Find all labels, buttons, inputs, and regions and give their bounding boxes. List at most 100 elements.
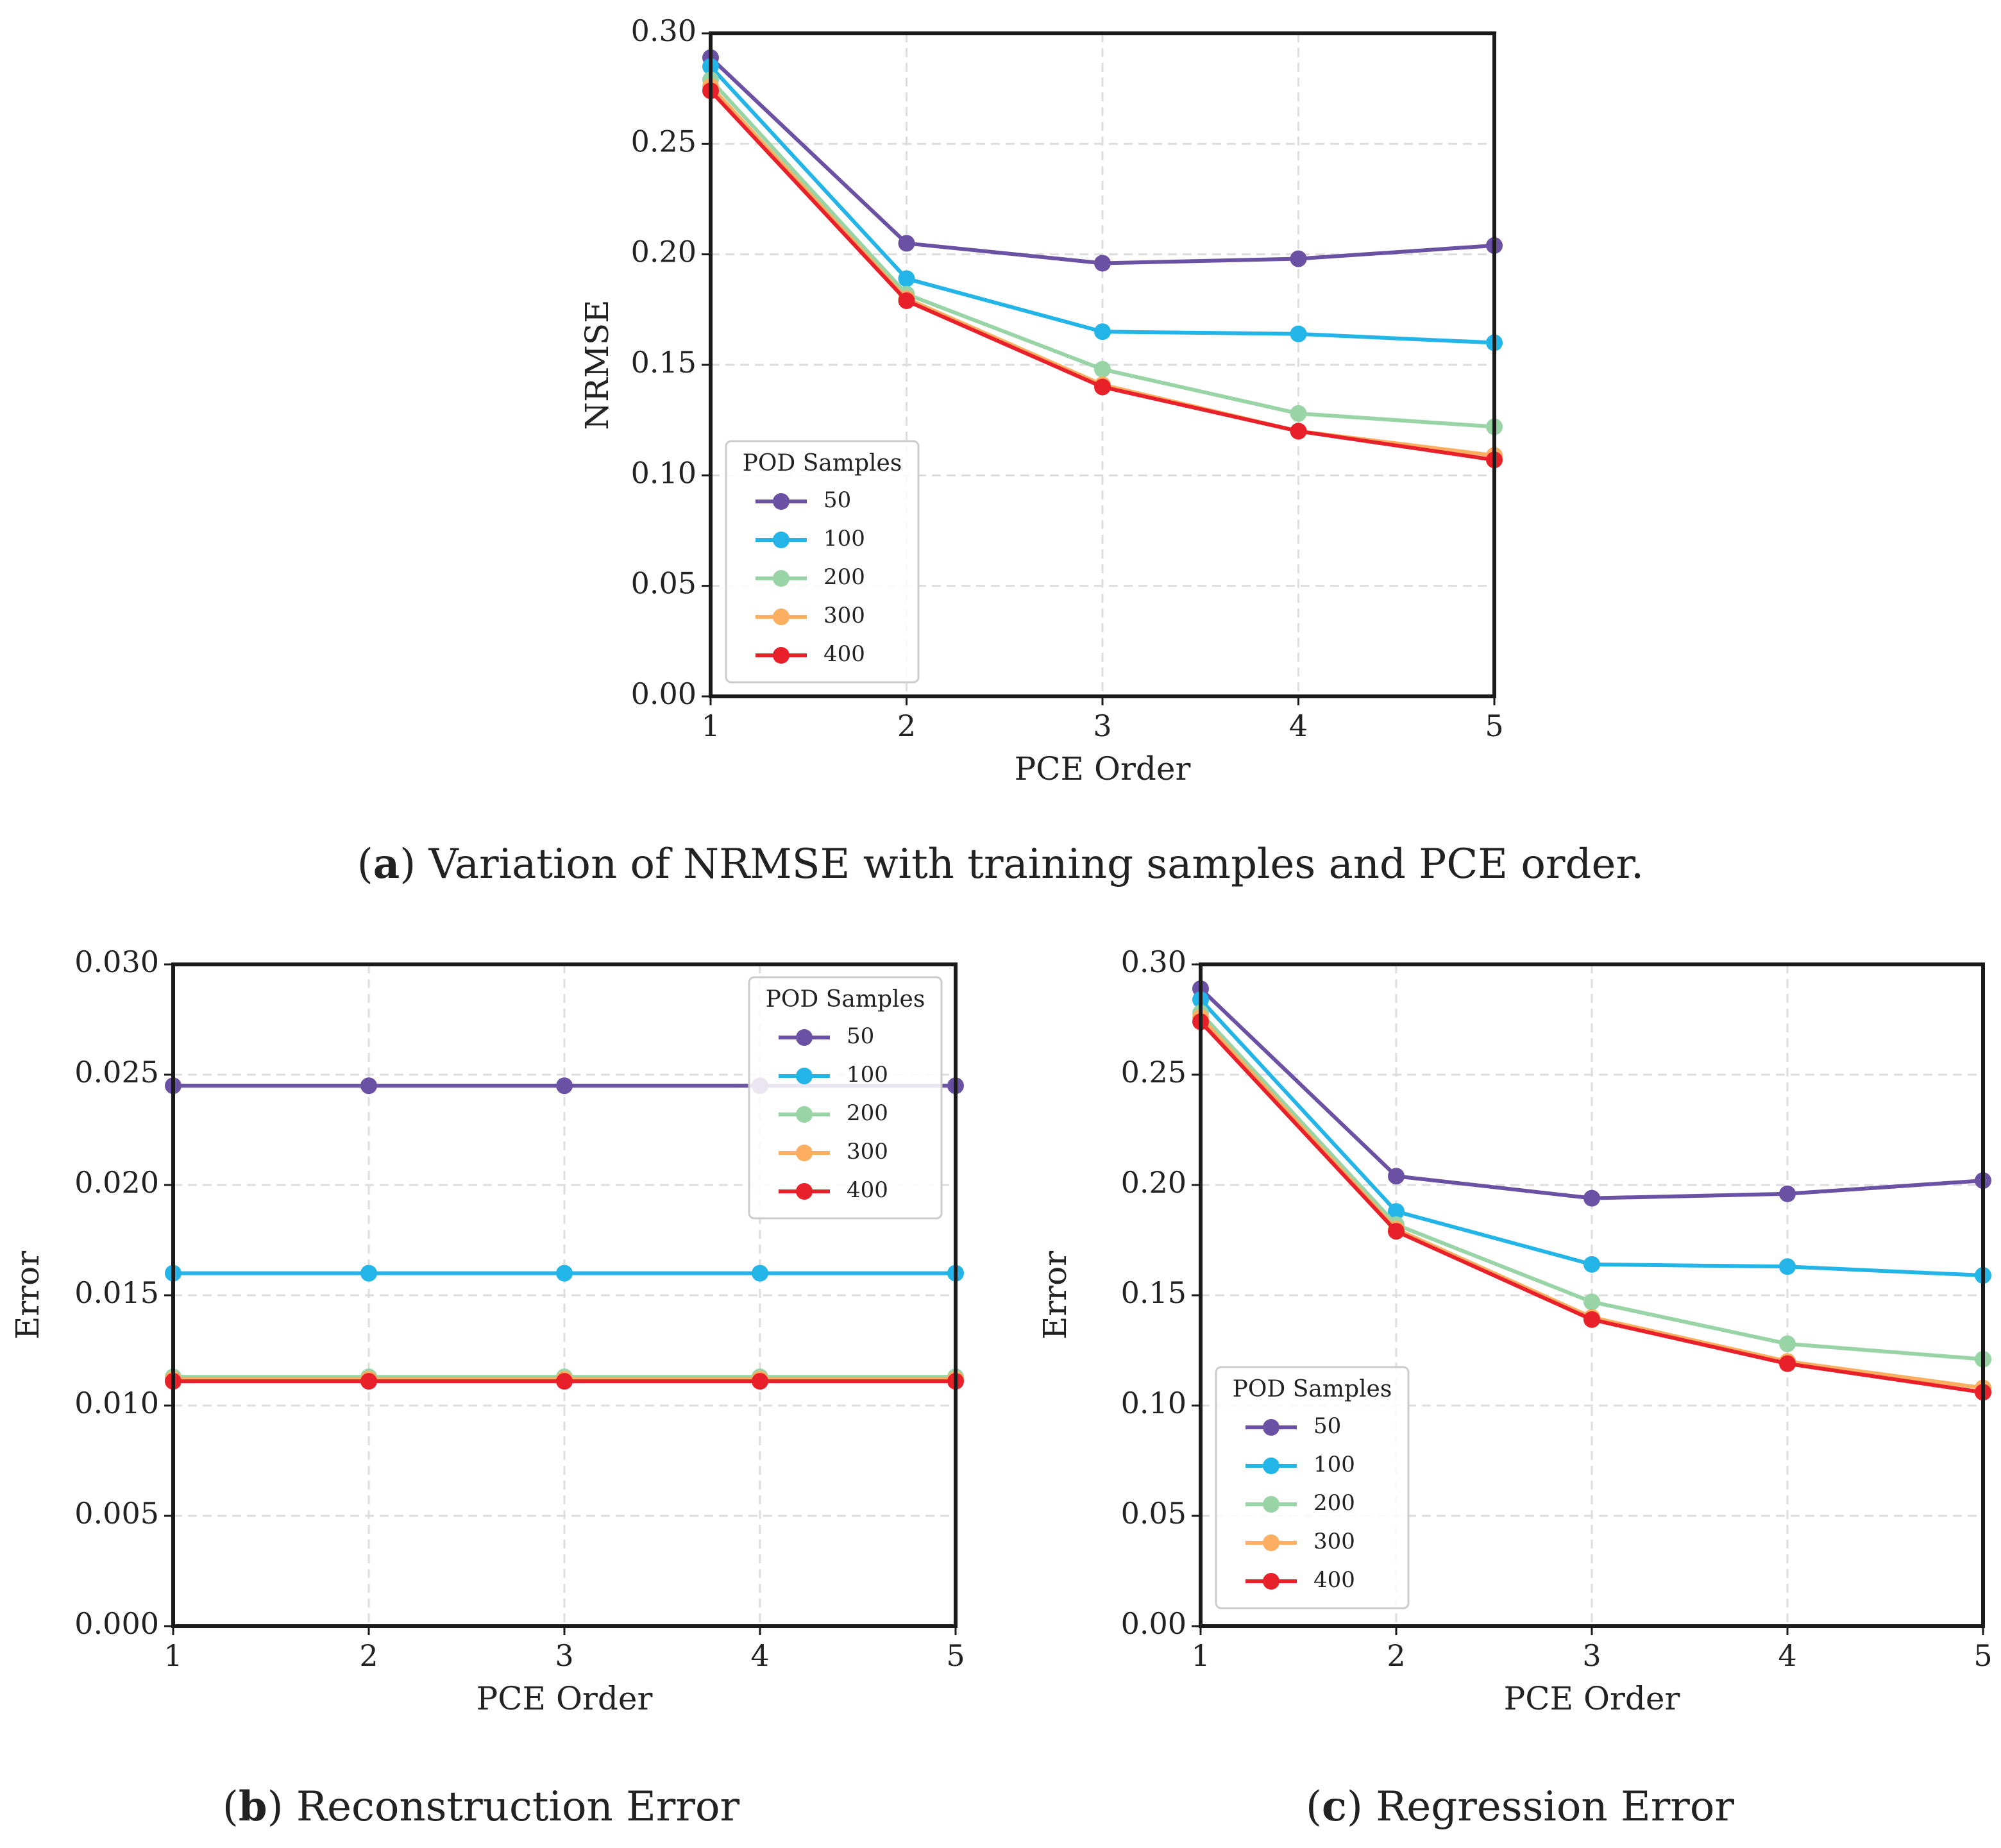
x-tick-label: 3 [1093, 709, 1111, 743]
data-point-50 [898, 235, 915, 252]
legend-title: POD Samples [766, 986, 925, 1012]
legend-swatch-marker-100 [773, 532, 789, 548]
data-point-100 [1388, 1203, 1405, 1220]
series-line-50 [1199, 987, 1984, 1200]
legend-label-50: 50 [847, 1023, 874, 1049]
data-point-200 [1583, 1293, 1600, 1311]
data-point-400 [898, 292, 915, 310]
y-tick-label: 0.010 [74, 1386, 159, 1420]
legend-label-50: 50 [1313, 1413, 1341, 1439]
legend-label-300: 300 [847, 1139, 888, 1164]
y-tick-label: 0.10 [631, 455, 697, 490]
legend-label-400: 400 [823, 641, 865, 667]
x-tick-label: 4 [750, 1638, 769, 1673]
x-tick-label: 2 [1387, 1638, 1405, 1673]
x-tick-label: 5 [946, 1638, 965, 1673]
data-point-50 [360, 1077, 377, 1095]
data-point-200 [1094, 360, 1111, 378]
data-point-100 [752, 1264, 768, 1282]
x-tick-label: 4 [1289, 709, 1308, 743]
x-tick-label: 3 [1582, 1638, 1601, 1673]
chart-a: 0.00 0.05 0.10 0.15 0.20 0.25 0.30 1 2 3 4 5 PCE Ord… [578, 13, 1504, 787]
y-tick-label: 0.030 [74, 945, 159, 979]
data-point-100 [898, 270, 915, 287]
y-tick-label: 0.30 [631, 13, 697, 48]
data-point-100 [556, 1264, 573, 1282]
x-axis-label: PCE Order [1015, 750, 1191, 787]
legend-swatch-marker-200 [773, 570, 789, 587]
data-point-400 [1779, 1355, 1796, 1372]
data-point-50 [1779, 1185, 1796, 1202]
legend-label-200: 200 [847, 1100, 888, 1126]
x-tick-label: 2 [897, 709, 916, 743]
data-point-400 [360, 1373, 377, 1390]
data-point-100 [1583, 1256, 1600, 1273]
data-point-400 [1094, 378, 1111, 396]
y-axis-label: Error [9, 1251, 46, 1340]
data-point-400 [1388, 1223, 1405, 1240]
legend-swatch-marker-300 [1263, 1534, 1279, 1551]
legend-swatch-marker-400 [1263, 1573, 1279, 1590]
legend: POD Samples 50 100 200 300 400 [725, 440, 920, 684]
data-point-50 [1583, 1189, 1600, 1207]
data-point-100 [1094, 323, 1111, 340]
caption-c-text: Regression Error [1376, 1783, 1735, 1831]
legend-swatch-marker-50 [773, 493, 789, 510]
y-tick-label: 0.00 [631, 676, 697, 711]
legend-label-50: 50 [823, 487, 851, 513]
y-tick-label: 0.005 [74, 1496, 159, 1531]
y-tick-label: 0.05 [1121, 1496, 1186, 1531]
y-axis-label: Error [1036, 1251, 1074, 1340]
legend-swatch-marker-200 [1263, 1496, 1279, 1513]
caption-b-tag: b [238, 1783, 267, 1831]
chart-c: 0.00 0.05 0.10 0.15 0.20 0.25 0.30 1 2 3 4 5 PCE Ord… [1036, 945, 1993, 1717]
legend-label-100: 100 [823, 526, 865, 551]
legend-swatch-marker-400 [773, 647, 789, 664]
legend-swatch-marker-400 [796, 1183, 813, 1200]
data-point-200 [1779, 1335, 1796, 1352]
legend-swatch-marker-300 [773, 609, 789, 625]
x-axis-label: PCE Order [1504, 1680, 1680, 1717]
caption-a: (a) Variation of NRMSE with training sam… [357, 840, 1644, 888]
legend-swatch-marker-50 [796, 1029, 813, 1046]
data-point-100 [360, 1264, 377, 1282]
y-tick-label: 0.20 [631, 235, 697, 269]
x-tick-label: 2 [359, 1638, 378, 1673]
x-tick-label: 5 [1485, 709, 1503, 743]
legend: POD Samples 50 100 200 300 400 [1215, 1366, 1410, 1609]
legend-label-400: 400 [1313, 1567, 1355, 1593]
y-tick-label: 0.20 [1121, 1165, 1186, 1200]
y-tick-label: 0.000 [74, 1606, 159, 1641]
legend-box [725, 440, 920, 684]
legend-swatch-marker-200 [796, 1106, 813, 1123]
x-axis-label: PCE Order [477, 1680, 653, 1717]
y-tick-label: 0.25 [1121, 1055, 1186, 1089]
y-tick-label: 0.30 [1121, 945, 1186, 979]
y-tick-label: 0.020 [74, 1165, 159, 1200]
data-point-50 [1388, 1168, 1405, 1185]
data-point-100 [1779, 1258, 1796, 1275]
caption-b: (b) Reconstruction Error [222, 1783, 740, 1831]
y-tick-label: 0.05 [631, 566, 697, 601]
legend-title: POD Samples [1233, 1376, 1392, 1402]
y-tick-label: 0.015 [74, 1275, 159, 1310]
data-point-400 [752, 1373, 768, 1390]
legend-label-300: 300 [823, 603, 865, 628]
legend-swatch-marker-300 [796, 1145, 813, 1161]
y-tick-label: 0.025 [74, 1055, 159, 1089]
legend-label-100: 100 [847, 1062, 888, 1088]
y-tick-label: 0.15 [631, 345, 697, 380]
legend-swatch-marker-100 [1263, 1457, 1279, 1474]
x-tick-label: 1 [164, 1638, 182, 1673]
x-tick-label: 1 [1191, 1638, 1210, 1673]
x-tick-label: 1 [701, 709, 720, 743]
data-point-400 [1583, 1311, 1600, 1328]
data-point-50 [1094, 255, 1111, 272]
legend-label-200: 200 [823, 564, 865, 590]
x-tick-label: 3 [555, 1638, 573, 1673]
x-tick-label: 4 [1778, 1638, 1796, 1673]
legend-title: POD Samples [743, 450, 902, 476]
data-point-100 [1290, 325, 1307, 342]
legend-swatch-marker-100 [796, 1068, 813, 1084]
